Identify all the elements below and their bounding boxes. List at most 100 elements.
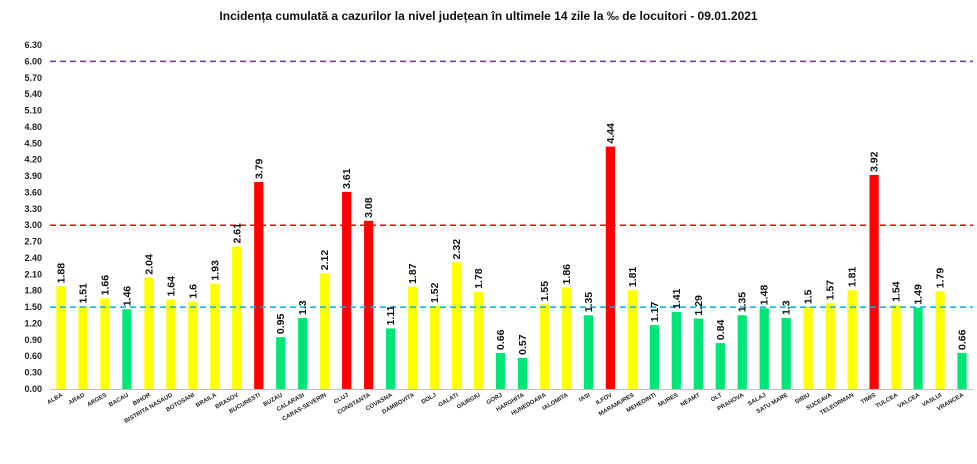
value-label: 1.81	[847, 267, 859, 288]
y-tick-label: 3.00	[24, 220, 42, 230]
bar	[627, 290, 637, 389]
value-label: 0.66	[957, 329, 969, 350]
value-label: 1.93	[209, 260, 221, 281]
bar	[254, 182, 264, 389]
bar	[561, 287, 572, 389]
bar	[759, 308, 769, 389]
value-label: 0.95	[275, 314, 287, 335]
chart-title: Incidența cumulată a cazurilor la nivel …	[219, 9, 758, 23]
bar	[144, 277, 154, 389]
x-tick-label: OLT	[710, 392, 723, 403]
bar	[847, 290, 857, 389]
bar	[825, 303, 835, 389]
value-label: 1.3	[297, 300, 309, 315]
value-label: 3.92	[869, 151, 881, 172]
value-label: 2.61	[231, 223, 243, 244]
bar	[869, 174, 879, 389]
value-label: 4.44	[605, 123, 617, 144]
value-label: 1.51	[77, 283, 89, 304]
bar	[78, 306, 88, 389]
x-tick-label: CLUJ	[333, 393, 350, 406]
y-tick-label: 1.20	[24, 318, 42, 328]
x-tick-label: TIMIS	[860, 393, 877, 406]
bar	[913, 307, 923, 389]
y-tick-label: 3.30	[24, 204, 42, 214]
y-tick-label: 5.40	[24, 89, 42, 99]
value-label: 1.11	[385, 305, 397, 325]
y-tick-label: 1.80	[24, 286, 42, 296]
x-tick-label: SIBIU	[794, 393, 811, 406]
bar	[407, 286, 418, 389]
bar	[122, 309, 132, 389]
value-label: 1.48	[759, 285, 771, 306]
bar	[386, 328, 396, 389]
bar	[605, 146, 616, 389]
y-tick-label: 4.50	[24, 138, 42, 148]
x-tick-label: NEAMT	[680, 392, 702, 408]
y-tick-label: 0.90	[24, 335, 42, 345]
bar	[166, 299, 176, 389]
value-label: 2.04	[143, 254, 155, 275]
bar	[693, 318, 703, 389]
y-tick-label: 3.90	[24, 171, 42, 181]
bar	[803, 307, 813, 389]
bar	[342, 191, 352, 389]
value-label: 1.6	[187, 284, 199, 299]
y-tick-label: 2.70	[24, 237, 42, 247]
y-tick-label: 5.10	[24, 106, 42, 116]
reference-lines	[50, 60, 973, 308]
bar	[957, 352, 967, 389]
bar	[495, 352, 506, 389]
bar	[320, 273, 330, 389]
value-label: 1.49	[913, 284, 925, 305]
x-tick-label: VALCEA	[897, 392, 922, 410]
bars	[56, 146, 967, 389]
y-tick-label: 0.60	[24, 351, 42, 361]
y-tick-label: 3.60	[24, 187, 42, 197]
value-label: 1.79	[935, 268, 947, 289]
bar	[649, 325, 659, 389]
value-label: 3.61	[341, 168, 353, 189]
value-label: 2.32	[451, 239, 463, 260]
value-label: 1.57	[825, 280, 837, 301]
bar	[737, 315, 747, 389]
bar	[781, 318, 791, 389]
value-label: 3.79	[253, 158, 265, 179]
y-tick-label: 5.70	[24, 73, 42, 83]
value-label: 1.35	[583, 292, 595, 313]
x-tick-label: GIURGIU	[456, 393, 481, 411]
y-tick-label: 2.40	[24, 253, 42, 263]
value-label: 1.78	[473, 268, 485, 289]
x-tick-label: DOLJ	[421, 393, 438, 406]
y-tick-label: 6.30	[24, 40, 42, 50]
x-tick-label: MURES	[658, 393, 680, 409]
bar	[56, 286, 66, 389]
bar	[276, 337, 286, 389]
value-label: 1.66	[99, 275, 111, 296]
x-tick-label: ARGES	[86, 393, 107, 409]
value-label: 1.3	[781, 300, 793, 315]
y-axis: 0.00 0.30 0.60 0.90 1.20 1.50 1.80 2.10 2.40 2.70…	[24, 40, 42, 394]
bar	[539, 304, 550, 389]
value-label: 2.12	[319, 250, 331, 271]
x-tick-label: TULCEA	[875, 392, 900, 410]
bar	[232, 246, 242, 389]
x-tick-label: BACAU	[108, 393, 130, 409]
x-tick-label: ALBA	[47, 392, 65, 406]
value-labels: 1.88 1.51 1.66 1.46 2.04 1.64 1.6 1.93 2.61 3.79 0…	[55, 123, 968, 355]
bar	[583, 315, 594, 389]
y-tick-label: 4.20	[24, 155, 42, 165]
y-tick-label: 1.50	[24, 302, 42, 312]
value-label: 1.55	[539, 281, 551, 302]
value-label: 1.29	[693, 295, 705, 316]
value-label: 1.46	[121, 286, 133, 307]
value-label: 1.81	[627, 267, 639, 288]
bar	[188, 301, 198, 389]
value-label: 3.08	[363, 197, 375, 218]
value-label: 0.66	[495, 329, 507, 350]
x-tick-label: IASI	[578, 392, 591, 403]
value-label: 1.86	[561, 264, 573, 285]
